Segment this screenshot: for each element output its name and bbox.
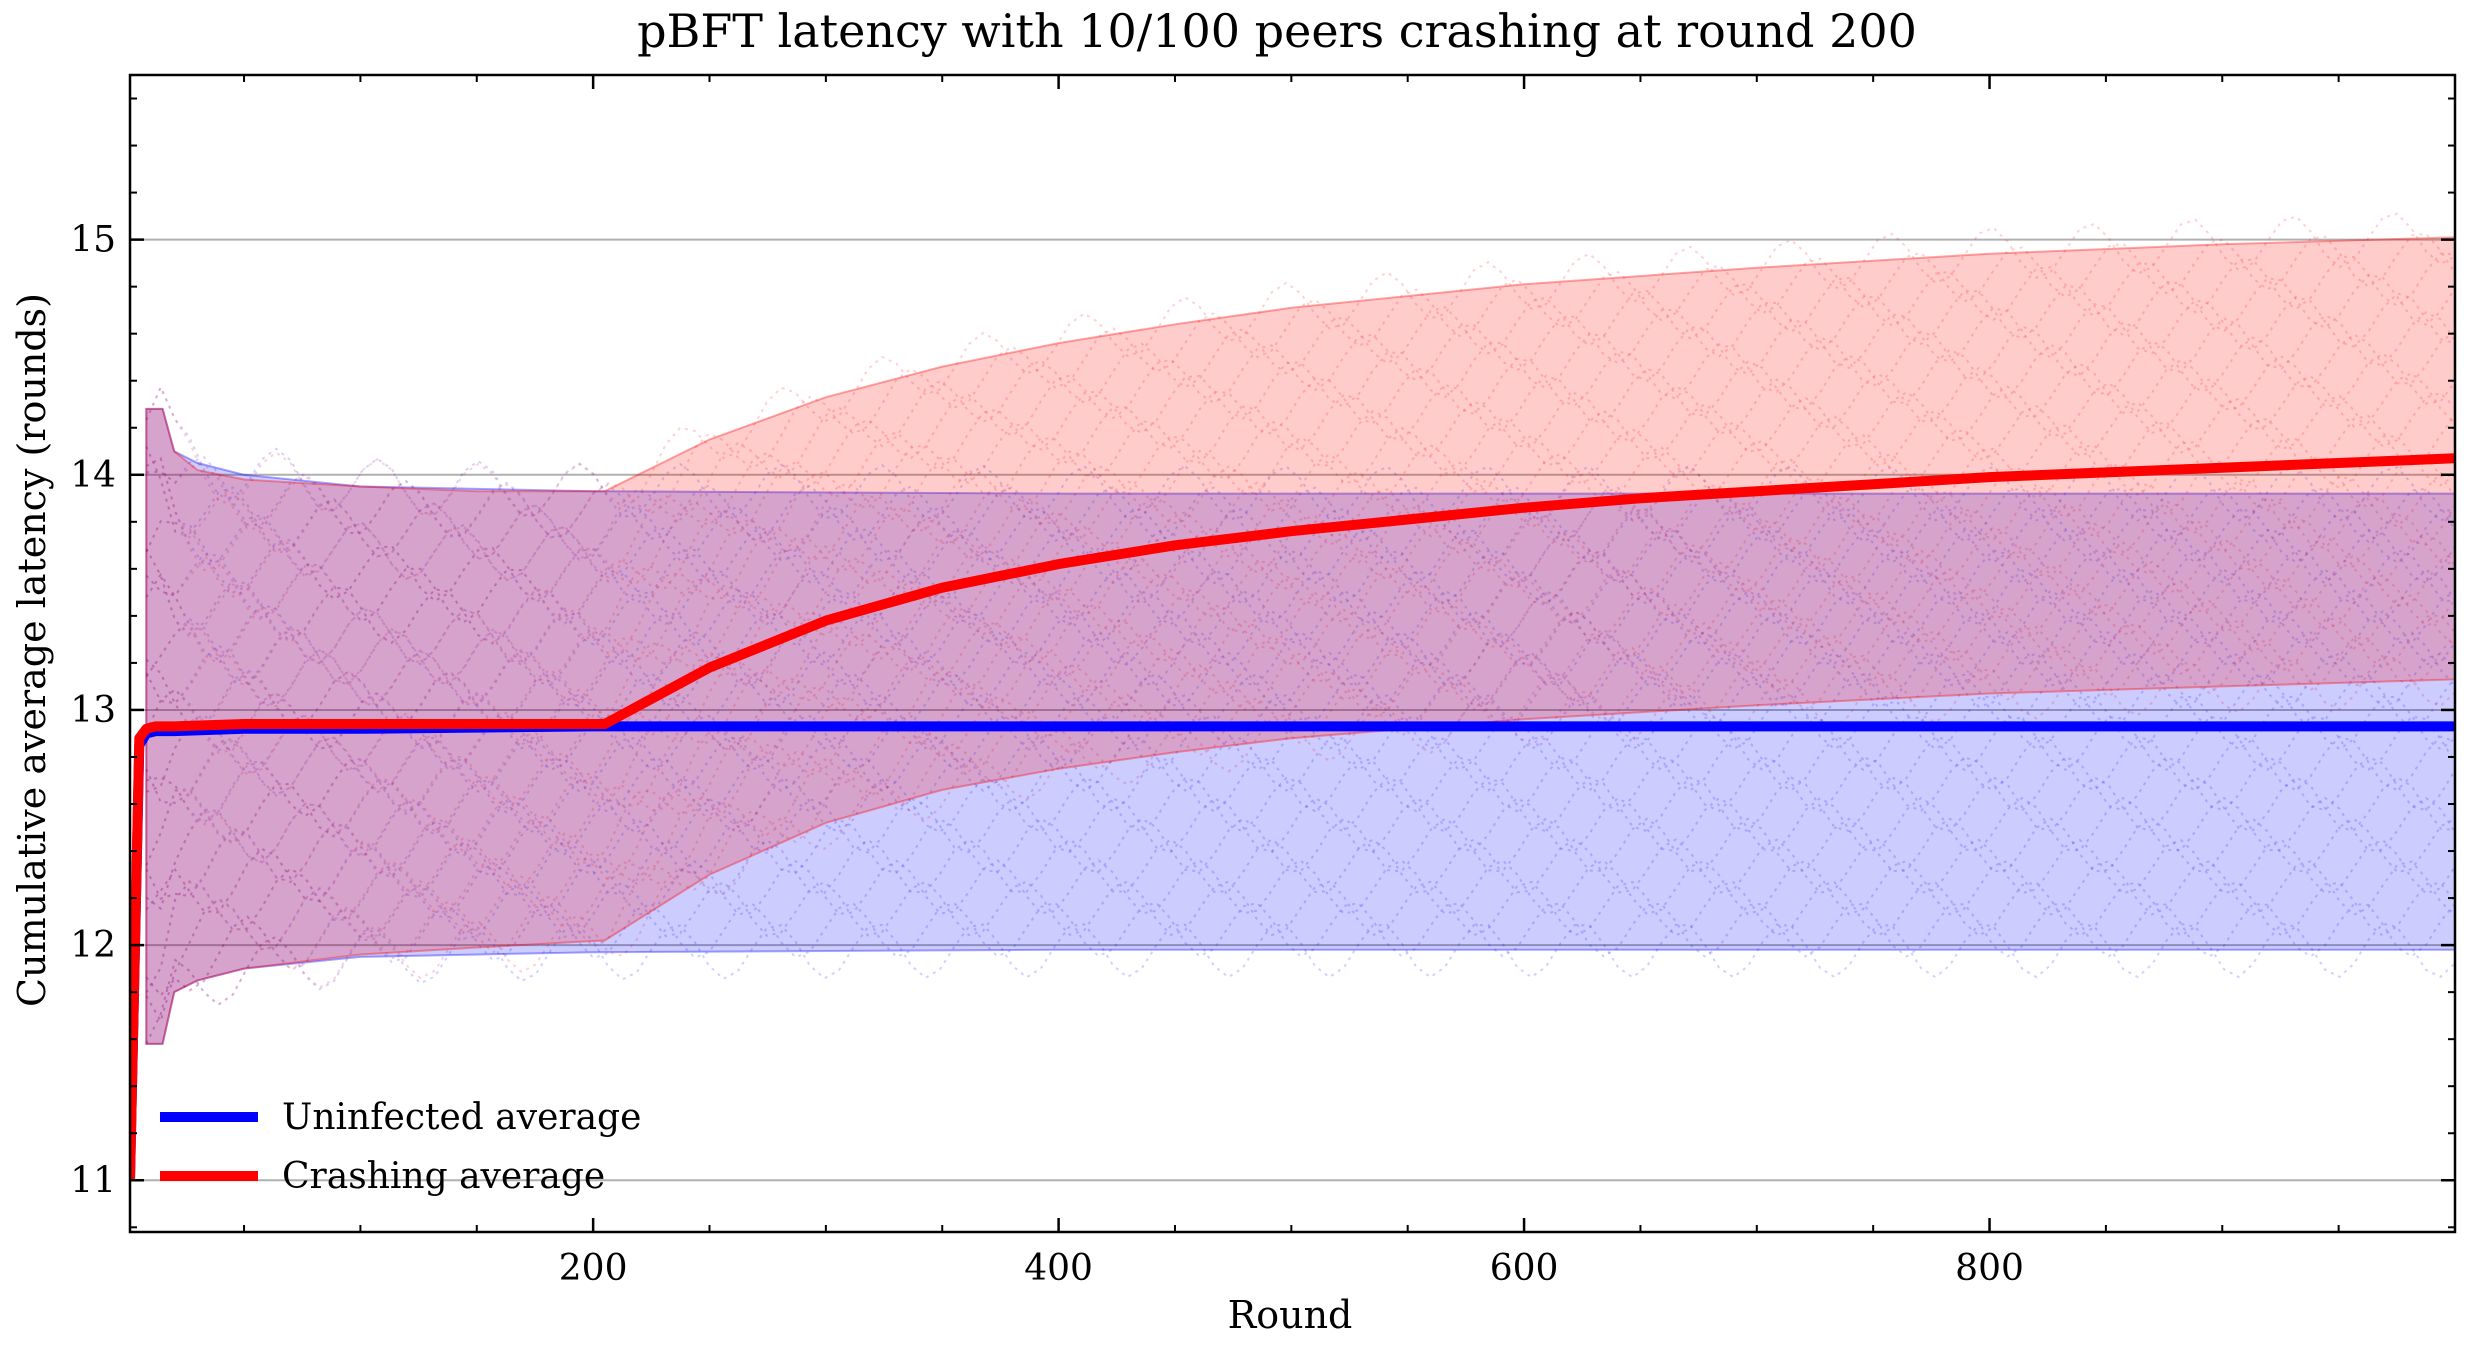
- peer-trace-1-4: [145, 574, 2455, 914]
- peer-trace-1-6: [145, 531, 2455, 911]
- peer-trace-1-21: [146, 232, 2455, 539]
- peer-trace-0-10: [145, 713, 2455, 793]
- legend: Uninfected average Crashing average: [160, 1097, 641, 1197]
- peer-trace-0-2: [145, 880, 2455, 1024]
- peer-trace-1-13: [145, 391, 2455, 708]
- peer-trace-1-3: [145, 594, 2455, 994]
- plot-area: [130, 212, 2455, 1182]
- y-tick-label-3: 14: [70, 455, 116, 496]
- peer-trace-1-10: [145, 453, 2455, 793]
- x-tick-label-0: 200: [559, 1248, 628, 1289]
- peer-trace-1-16: [145, 330, 2455, 644]
- peer-trace-1-8: [146, 493, 2455, 826]
- band-crashing-spread: [145, 236, 2455, 1045]
- x-tick-label-3: 800: [1955, 1248, 2024, 1289]
- peer-trace-1-7: [145, 512, 2455, 866]
- plot-frame: [128, 73, 2457, 1234]
- peer-trace-1-20: [145, 252, 2455, 561]
- peer-trace-1-2: [145, 614, 2455, 1024]
- peer-trace-0-18: [145, 520, 2455, 606]
- peer-trace-0-21: [146, 456, 2455, 543]
- y-tick-label-2: 13: [70, 690, 116, 731]
- peer-trace-0-4: [145, 838, 2455, 914]
- peer-trace-1-5: [145, 551, 2455, 900]
- legend-label-crashing: Crashing average: [282, 1156, 605, 1197]
- x-axis-label: Round: [1228, 1293, 1353, 1337]
- peer-trace-1-14: [145, 372, 2455, 687]
- x-tick-label-1: 400: [1024, 1248, 1093, 1289]
- y-tick-label-1: 12: [70, 925, 116, 966]
- x-tick-label-2: 600: [1490, 1248, 1559, 1289]
- peer-trace-0-22: [145, 384, 2455, 522]
- peer-trace-0-3: [145, 859, 2455, 994]
- peer-trace-1-17: [145, 311, 2455, 624]
- y-tick-label-4: 15: [70, 220, 116, 261]
- peer-trace-0-7: [145, 776, 2455, 866]
- peer-trace-0-8: [146, 755, 2455, 824]
- peer-trace-1-11: [145, 435, 2455, 754]
- peer-trace-0-9: [145, 735, 2455, 804]
- y-tick-label-0: 11: [70, 1160, 116, 1201]
- peer-trace-0-20: [145, 446, 2455, 564]
- peer-trace-1-18: [145, 292, 2455, 603]
- legend-label-uninfected: Uninfected average: [282, 1097, 641, 1138]
- y-axis-label: Cumulative average latency (rounds): [10, 293, 54, 1007]
- series-line-1: [130, 453, 2455, 1181]
- peer-trace-0-6: [145, 796, 2455, 911]
- chart-title: pBFT latency with 10/100 peers crashing …: [637, 4, 1917, 58]
- peer-trace-0-14: [145, 617, 2455, 687]
- axes: 200 400 600 800 11 12 13 14 15: [70, 73, 2457, 1289]
- peer-trace-0-0: [145, 922, 2455, 1045]
- peer-trace-0-16: [145, 548, 2455, 646]
- peer-trace-1-22: [145, 212, 2455, 517]
- peer-trace-1-15: [145, 352, 2455, 665]
- peer-trace-0-15: [145, 572, 2455, 667]
- peer-trace-0-11: [145, 688, 2455, 752]
- peer-trace-0-19: [145, 456, 2455, 585]
- peer-trace-0-17: [145, 553, 2455, 626]
